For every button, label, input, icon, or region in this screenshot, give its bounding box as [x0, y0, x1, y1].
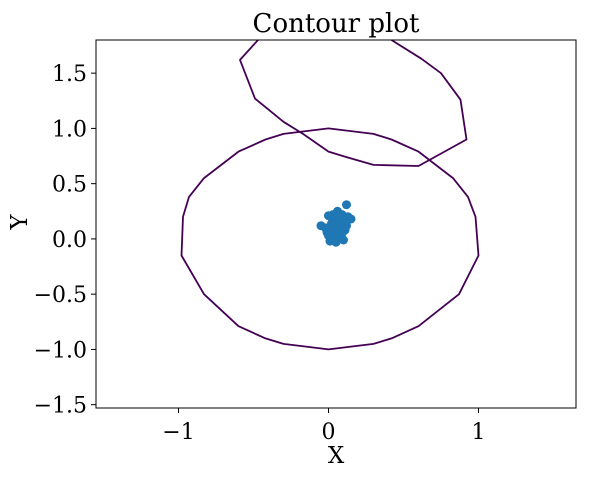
scatter-point — [342, 221, 351, 231]
scatter-point — [346, 214, 356, 224]
chart-title: Contour plot — [253, 9, 420, 39]
scatter-point — [337, 228, 347, 238]
y-tick-label: 0.5 — [52, 173, 87, 198]
plot-area — [180, 40, 480, 351]
y-axis-label: Y — [7, 214, 33, 231]
y-tick-label: 1.0 — [52, 117, 87, 142]
plot-frame — [95, 39, 577, 409]
scatter-point — [328, 228, 338, 238]
x-tick-label: 1 — [472, 420, 486, 445]
contour-line-1 — [180, 127, 480, 351]
scatter-point — [321, 223, 330, 233]
x-axis-ticks: −1 0 1 — [162, 408, 486, 445]
scatter-point — [334, 212, 344, 222]
x-tick-label: −1 — [162, 420, 194, 445]
contour-line-2 — [239, 40, 468, 167]
scatter-point — [342, 200, 351, 210]
y-tick-label: −1.5 — [34, 394, 87, 419]
x-tick-label: 0 — [322, 420, 336, 445]
y-tick-label: 1.5 — [52, 62, 87, 87]
x-axis-label: X — [328, 443, 345, 469]
y-axis-ticks: −1.5 −1.0 −0.5 0.0 0.5 1.0 1.5 — [34, 62, 96, 419]
y-tick-label: 0.0 — [52, 228, 87, 253]
y-tick-label: −1.0 — [34, 338, 87, 363]
y-tick-label: −0.5 — [34, 283, 87, 308]
